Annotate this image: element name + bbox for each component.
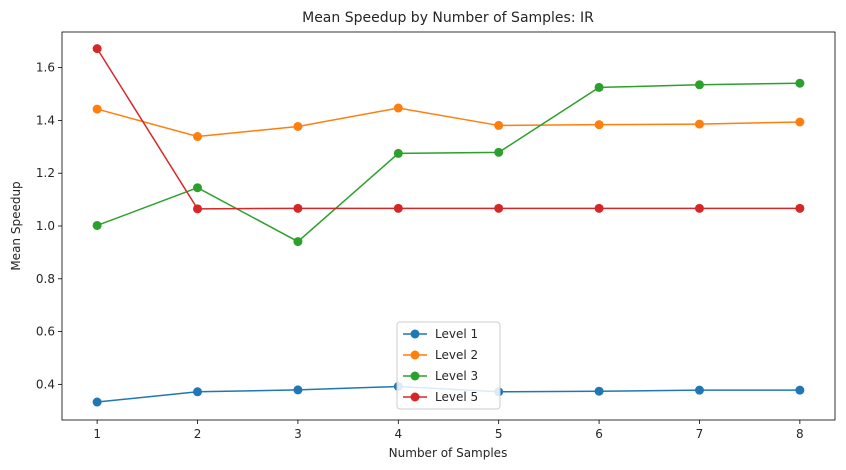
legend-swatch-marker (410, 371, 420, 381)
legend-swatch-marker (410, 350, 420, 360)
data-point-level-5 (293, 203, 303, 213)
legend-label: Level 1 (435, 327, 478, 341)
data-point-level-1 (293, 385, 303, 395)
x-tick-label: 7 (696, 427, 704, 441)
x-tick-label: 8 (796, 427, 804, 441)
x-tick-label: 1 (93, 427, 101, 441)
legend-item-level-2: Level 2 (403, 348, 478, 362)
data-point-level-3 (393, 148, 403, 158)
series-line-level-5 (96, 48, 800, 210)
y-tick-label: 0.8 (36, 272, 55, 286)
chart-title: Mean Speedup by Number of Samples: IR (302, 10, 594, 26)
series-level-5 (92, 44, 805, 214)
x-axis: 1 2 3 4 5 6 7 8 (93, 420, 804, 441)
data-point-level-2 (193, 132, 203, 142)
series-level-2 (92, 103, 805, 142)
legend-swatch-marker (410, 392, 420, 402)
data-point-level-3 (594, 82, 604, 92)
y-tick-label: 1.2 (36, 166, 55, 180)
data-point-level-5 (193, 204, 203, 214)
y-tick-label: 0.4 (36, 377, 55, 391)
legend-label: Level 5 (435, 390, 478, 404)
data-point-level-5 (795, 203, 805, 213)
y-tick-label: 0.6 (36, 325, 55, 339)
x-tick-label: 2 (194, 427, 202, 441)
data-point-level-1 (694, 385, 704, 395)
data-point-level-5 (92, 44, 102, 54)
plot-area (61, 31, 836, 421)
x-tick-label: 5 (495, 427, 503, 441)
x-tick-label: 4 (394, 427, 402, 441)
legend-item-level-3: Level 3 (403, 369, 478, 383)
data-point-level-5 (393, 203, 403, 213)
y-axis: 0.4 0.6 0.8 1.0 1.2 1.4 1.6 (36, 61, 62, 391)
data-point-level-2 (795, 117, 805, 127)
data-point-level-2 (92, 104, 102, 114)
x-tick-label: 6 (595, 427, 603, 441)
data-point-level-2 (694, 119, 704, 129)
legend-item-level-1: Level 1 (403, 327, 478, 341)
data-point-level-1 (193, 387, 203, 397)
y-tick-label: 1.6 (36, 61, 55, 75)
legend-label: Level 3 (435, 369, 478, 383)
series-level-3 (92, 78, 805, 247)
legend-box (396, 321, 501, 410)
data-point-level-1 (92, 397, 102, 407)
series-line-level-2 (96, 107, 800, 138)
data-point-level-2 (393, 103, 403, 113)
y-tick-label: 1.4 (36, 113, 55, 127)
data-point-level-5 (594, 203, 604, 213)
legend: Level 1 Level 2 Level 3 Level 5 (396, 321, 501, 410)
data-point-level-3 (193, 183, 203, 193)
data-point-level-3 (293, 237, 303, 247)
x-tick-label: 3 (294, 427, 302, 441)
x-axis-label: Number of Samples (389, 446, 508, 460)
data-point-level-2 (594, 120, 604, 130)
data-point-level-5 (494, 203, 504, 213)
data-point-level-3 (494, 147, 504, 157)
legend-item-level-5: Level 5 (403, 390, 478, 404)
data-point-level-2 (494, 120, 504, 130)
data-point-level-1 (594, 386, 604, 396)
data-point-level-1 (795, 385, 805, 395)
data-point-level-3 (795, 78, 805, 88)
y-tick-label: 1.0 (36, 219, 55, 233)
data-point-level-3 (694, 80, 704, 90)
data-point-level-3 (92, 220, 102, 230)
data-point-level-5 (694, 203, 704, 213)
legend-label: Level 2 (435, 348, 478, 362)
y-axis-label: Mean Speedup (9, 181, 23, 270)
series-line-level-3 (96, 82, 800, 243)
legend-swatch-marker (410, 329, 420, 339)
data-point-level-2 (293, 121, 303, 131)
